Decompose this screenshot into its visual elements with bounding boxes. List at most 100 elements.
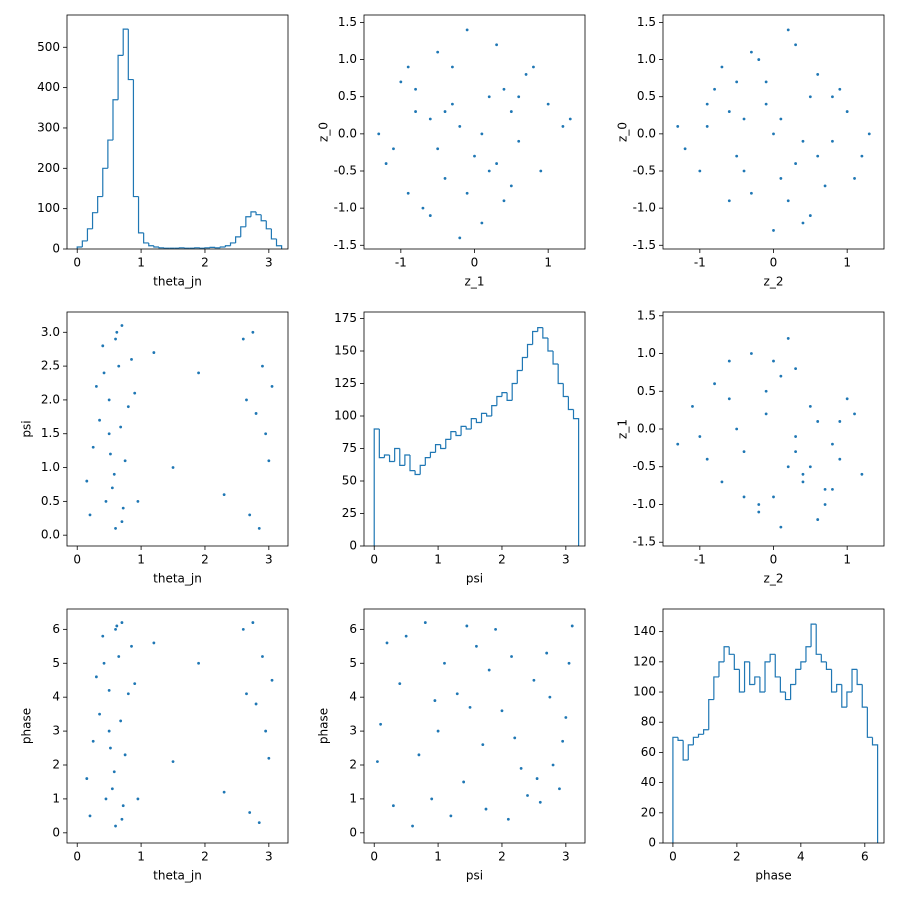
y-tick-label: 100 — [633, 685, 656, 699]
y-tick-label: -1.5 — [633, 535, 656, 549]
histogram-bin — [86, 228, 93, 241]
scatter-point — [742, 495, 746, 499]
histogram-bin — [769, 653, 776, 662]
scatter-point — [107, 432, 111, 436]
scatter-point — [117, 655, 121, 658]
histogram-bin — [825, 661, 832, 670]
y-axis-label: z_0 — [317, 122, 331, 142]
x-tick-label: 0 — [770, 553, 778, 567]
x-tick-label: 3 — [265, 256, 273, 270]
histogram-bin — [521, 356, 528, 371]
scatter-point — [171, 760, 175, 764]
scatter-point — [727, 397, 731, 401]
y-tick-label: 150 — [334, 344, 357, 358]
y-tick-label: 2 — [349, 758, 357, 772]
panel: 0 1 2 3 0 25 50 75 100 125 150 175 psi — [334, 311, 586, 586]
histogram-bin — [562, 383, 569, 398]
y-tick-label: 100 — [334, 409, 357, 423]
scatter-point — [757, 58, 761, 61]
y-tick-label: -1.5 — [633, 238, 656, 252]
y-tick-label: 3.0 — [41, 325, 60, 339]
y-tick-label: 6 — [349, 622, 357, 636]
scatter-point — [399, 80, 403, 84]
scatter-point — [779, 374, 783, 378]
scatter-point — [88, 513, 92, 517]
x-tick-label: 2 — [498, 850, 506, 864]
scatter-point — [451, 65, 454, 69]
histogram-bin — [790, 683, 796, 700]
axes-frame — [66, 311, 289, 547]
scatter-point — [772, 359, 775, 363]
scatter-point — [487, 95, 491, 99]
scatter-point — [171, 466, 175, 469]
y-tick-label: 60 — [641, 745, 656, 759]
scatter-point — [254, 412, 258, 415]
histogram-bin — [137, 196, 144, 234]
histogram-bin — [784, 692, 791, 701]
x-axis-label: z_2 — [764, 275, 784, 289]
scatter-point — [455, 692, 459, 696]
x-tick-label: 1 — [843, 553, 851, 567]
scatter-point — [794, 367, 797, 371]
y-tick-label: 40 — [641, 775, 656, 789]
y-tick-label: 0 — [349, 825, 357, 839]
x-tick-label: 3 — [265, 553, 273, 567]
scatter-point — [465, 191, 469, 195]
histogram-bin — [229, 242, 236, 246]
scatter-point — [779, 525, 783, 529]
histogram-bin — [800, 661, 806, 670]
y-tick-label: 140 — [633, 624, 656, 638]
scatter-point — [241, 627, 245, 631]
scatter-point — [119, 425, 123, 429]
scatter-point — [727, 199, 731, 203]
scatter-point — [808, 404, 812, 408]
y-tick-label: 300 — [37, 120, 60, 134]
x-tick-label: 2 — [498, 553, 506, 567]
scatter-point — [126, 692, 130, 696]
scatter-point — [816, 420, 820, 423]
y-axis-label: z_0 — [616, 122, 630, 142]
scatter-point — [801, 480, 805, 484]
histogram-bin — [224, 245, 231, 247]
histogram-bin — [743, 661, 750, 693]
scatter-point — [519, 766, 523, 770]
scatter-point — [261, 364, 264, 368]
scatter-point — [245, 692, 248, 696]
scatter-point — [831, 95, 834, 99]
scatter-point — [568, 117, 572, 121]
scatter-point — [443, 110, 447, 113]
histogram-bin — [424, 457, 431, 466]
axes-frame — [66, 14, 289, 250]
x-tick-label: 0 — [73, 256, 81, 270]
y-tick-label: 175 — [334, 311, 357, 325]
scatter-point — [698, 169, 702, 173]
y-tick-label: 5 — [52, 656, 60, 670]
scatter-point — [115, 330, 119, 334]
histogram-bin — [383, 454, 390, 458]
scatter-point — [786, 199, 790, 203]
scatter-point — [853, 412, 856, 416]
scatter-point — [458, 236, 462, 240]
scatter-point — [698, 435, 702, 438]
scatter-point — [417, 753, 421, 757]
histogram-bin — [774, 654, 781, 678]
histogram-bin — [687, 744, 694, 760]
scatter-point — [786, 337, 790, 340]
y-tick-label: 2.0 — [41, 392, 60, 406]
scatter-point — [120, 324, 124, 327]
histogram-bin — [805, 646, 812, 662]
scatter-point — [816, 154, 820, 158]
scatter-point — [94, 384, 98, 388]
scatter-point — [808, 95, 812, 99]
histogram-bin — [81, 240, 88, 247]
scatter-point — [720, 480, 724, 484]
histogram-bin — [91, 212, 98, 229]
panel: 0 1 2 3 0 1 2 3 4 5 6 psi phase — [317, 608, 586, 883]
y-tick-label: -0.5 — [334, 164, 357, 178]
scatter-point — [720, 65, 724, 69]
scatter-point — [377, 132, 381, 136]
y-tick-label: -0.5 — [633, 459, 656, 473]
scatter-point — [539, 169, 543, 173]
x-tick-label: 4 — [797, 850, 805, 864]
scatter-point — [123, 753, 127, 757]
